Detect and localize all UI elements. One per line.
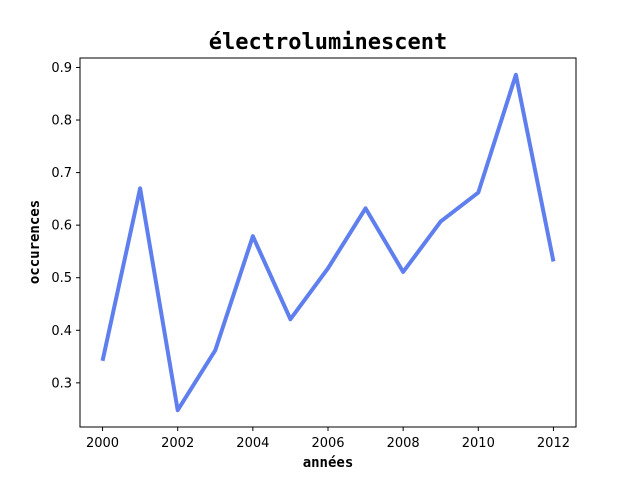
y-axis: 0.3 0.4 0.5 0.6 0.7 0.8 0.9 [51, 61, 80, 391]
y-tick-label: 0.8 [51, 114, 72, 129]
series-line-0 [100, 72, 556, 413]
x-tick-label: 2006 [311, 436, 344, 451]
y-tick-label: 0.9 [51, 61, 72, 76]
x-tick-label: 2010 [462, 436, 495, 451]
x-axis: 2000 2002 2004 2006 2008 2010 2012 [86, 427, 570, 451]
chart-title: électroluminescent [209, 30, 447, 55]
series-group [100, 72, 556, 413]
y-tick-label: 0.7 [51, 166, 72, 181]
y-tick-label: 0.6 [51, 219, 72, 234]
x-axis-label: années [303, 455, 354, 471]
y-tick-label: 0.3 [51, 376, 72, 391]
x-tick-label: 2008 [387, 436, 420, 451]
y-tick-label: 0.4 [51, 324, 72, 339]
y-axis-label: occurences [27, 200, 43, 284]
x-tick-label: 2002 [161, 436, 194, 451]
x-tick-label: 2000 [86, 436, 119, 451]
y-tick-label: 0.5 [51, 271, 72, 286]
x-tick-label: 2004 [236, 436, 269, 451]
x-tick-label: 2012 [537, 436, 570, 451]
